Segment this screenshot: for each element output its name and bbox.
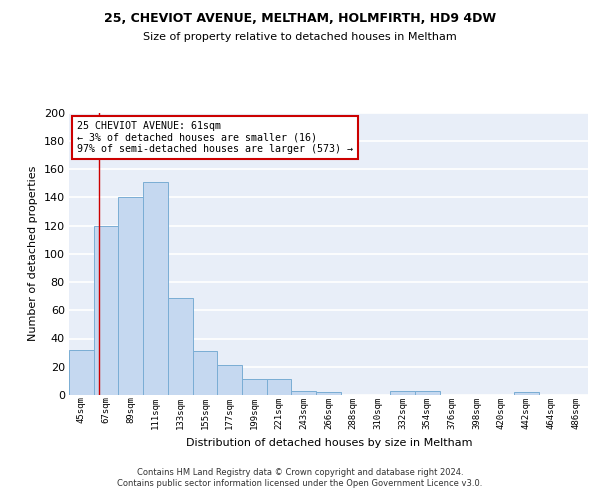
Y-axis label: Number of detached properties: Number of detached properties — [28, 166, 38, 342]
Bar — [242, 380, 267, 395]
Bar — [94, 226, 118, 395]
Bar — [390, 391, 415, 395]
Bar — [143, 182, 168, 395]
Bar — [415, 391, 440, 395]
Bar — [168, 298, 193, 395]
Bar — [193, 351, 217, 395]
Text: Contains HM Land Registry data © Crown copyright and database right 2024.
Contai: Contains HM Land Registry data © Crown c… — [118, 468, 482, 487]
Bar — [514, 392, 539, 395]
Text: Size of property relative to detached houses in Meltham: Size of property relative to detached ho… — [143, 32, 457, 42]
Bar — [292, 391, 316, 395]
Bar — [316, 392, 341, 395]
Text: 25 CHEVIOT AVENUE: 61sqm
← 3% of detached houses are smaller (16)
97% of semi-de: 25 CHEVIOT AVENUE: 61sqm ← 3% of detache… — [77, 121, 353, 154]
Text: Distribution of detached houses by size in Meltham: Distribution of detached houses by size … — [185, 438, 472, 448]
Bar — [69, 350, 94, 395]
Bar — [118, 198, 143, 395]
Bar — [267, 380, 292, 395]
Text: 25, CHEVIOT AVENUE, MELTHAM, HOLMFIRTH, HD9 4DW: 25, CHEVIOT AVENUE, MELTHAM, HOLMFIRTH, … — [104, 12, 496, 26]
Bar — [217, 366, 242, 395]
